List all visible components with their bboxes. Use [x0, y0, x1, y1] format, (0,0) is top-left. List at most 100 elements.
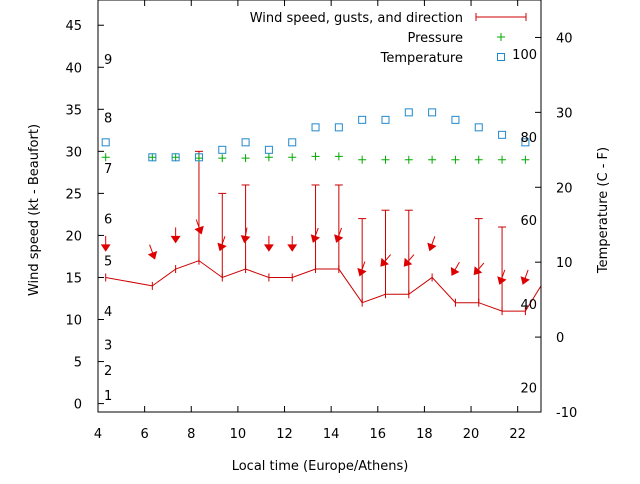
temperature-point [474, 123, 483, 132]
x-tick-label: 16 [370, 427, 387, 442]
y-left-tick-label: 10 [65, 314, 82, 329]
temperature-point [428, 108, 437, 117]
legend-label-temperature: Temperature [380, 51, 463, 66]
pressure-point [358, 155, 367, 164]
wind-direction-arrow [403, 254, 415, 267]
temperature-point [171, 153, 180, 162]
temperature-point [334, 123, 343, 132]
beaufort-label: 4 [104, 305, 112, 320]
y-right-tick-label: 40 [556, 31, 573, 46]
pressure-point [521, 155, 530, 164]
wind-direction-arrow [194, 219, 204, 235]
pressure-point [218, 154, 227, 163]
legend-marker-temperature [497, 53, 505, 61]
x-tick-label: 12 [276, 427, 293, 442]
y-axis-right-label: Temperature (C - F) [596, 147, 611, 274]
y-left-tick-label: 30 [65, 145, 82, 160]
wind-direction-arrow [100, 235, 111, 252]
fahrenheit-label: 80 [520, 131, 537, 146]
temperature-point [498, 130, 507, 139]
y-left-tick-label: 35 [65, 103, 82, 118]
pressure-point [334, 152, 343, 161]
wind-direction-arrow [147, 244, 158, 260]
pressure-point [171, 153, 180, 162]
beaufort-label: 5 [104, 255, 112, 270]
temperature-point [404, 108, 413, 117]
wind-direction-arrow [357, 261, 367, 277]
temperature-point [358, 115, 367, 124]
temperature-point [451, 115, 460, 124]
wind-direction-arrow [310, 227, 321, 243]
temperature-point [521, 138, 530, 147]
beaufort-label: 6 [104, 213, 112, 228]
y-right-tick-label: 30 [556, 106, 573, 121]
temperature-point [381, 115, 390, 124]
pressure-point [428, 155, 437, 164]
temperature-point [264, 145, 273, 154]
pressure-point [288, 153, 297, 162]
wind-direction-arrow [287, 235, 298, 252]
temperature-point [218, 145, 227, 154]
fahrenheit-label: 60 [520, 214, 537, 229]
y-left-tick-label: 15 [65, 271, 82, 286]
y-left-tick-label: 0 [74, 398, 82, 413]
y-left-tick-label: 40 [65, 61, 82, 76]
pressure-point [264, 153, 273, 162]
wind-direction-arrow [427, 236, 437, 252]
pressure-point [381, 155, 390, 164]
pressure-point [241, 154, 250, 163]
legend: Wind speed, gusts, and direction Pressure… [250, 11, 527, 66]
temperature-point [194, 153, 203, 162]
pressure-point [311, 152, 320, 161]
pressure-point [404, 155, 413, 164]
beaufort-label: 8 [104, 112, 112, 127]
pressure-point [148, 153, 157, 162]
wind-direction-arrow [240, 227, 251, 244]
x-tick-label: 22 [509, 427, 526, 442]
pressure-point [474, 155, 483, 164]
x-axis-label: Local time (Europe/Athens) [232, 459, 409, 474]
y-axis-left-label: Wind speed (kt - Beaufort) [27, 124, 42, 296]
temperature-point [101, 138, 110, 147]
y-right-tick-label: 0 [556, 331, 564, 346]
pressure-point [451, 155, 460, 164]
wind-direction-arrow [217, 236, 227, 252]
wind-direction-arrow [380, 254, 392, 267]
fahrenheit-label: 20 [520, 381, 537, 396]
legend-label-pressure: Pressure [407, 31, 463, 46]
plot-area [100, 108, 542, 316]
y-left-tick-label: 20 [65, 229, 82, 244]
legend-label-wind: Wind speed, gusts, and direction [250, 11, 463, 26]
x-tick-label: 4 [94, 427, 102, 442]
pressure-point [101, 153, 110, 162]
beaufort-label: 2 [104, 364, 112, 379]
fahrenheit-label: 40 [520, 298, 537, 313]
wind-direction-arrow [520, 269, 530, 285]
fahrenheit-label: 100 [512, 48, 537, 63]
beaufort-label: 3 [104, 339, 112, 354]
beaufort-label: 1 [104, 389, 112, 404]
x-tick-label: 14 [323, 427, 340, 442]
plot-border [97, 0, 542, 413]
temperature-point [311, 123, 320, 132]
axes: 4 6 8 10 12 14 16 18 20 22051015202530354045-1001… [65, 0, 577, 442]
x-tick-label: 18 [416, 427, 433, 442]
legend-marker-pressure [497, 33, 505, 41]
y-right-tick-label: 20 [556, 181, 573, 196]
beaufort-label: 9 [104, 53, 112, 68]
y-right-tick-label: 10 [556, 256, 573, 271]
beaufort-label: 7 [104, 162, 112, 177]
y-left-tick-label: 25 [65, 187, 82, 202]
x-tick-label: 8 [187, 427, 195, 442]
temperature-point [241, 138, 250, 147]
wind-direction-arrow [497, 269, 507, 285]
y-left-tick-label: 5 [74, 356, 82, 371]
temperature-point [288, 138, 297, 147]
wind-direction-arrow [263, 235, 274, 252]
x-tick-label: 20 [463, 427, 480, 442]
wind-direction-arrow [473, 262, 485, 276]
pressure-point [498, 155, 507, 164]
wind-direction-arrow [334, 227, 344, 243]
temperature-point [148, 153, 157, 162]
